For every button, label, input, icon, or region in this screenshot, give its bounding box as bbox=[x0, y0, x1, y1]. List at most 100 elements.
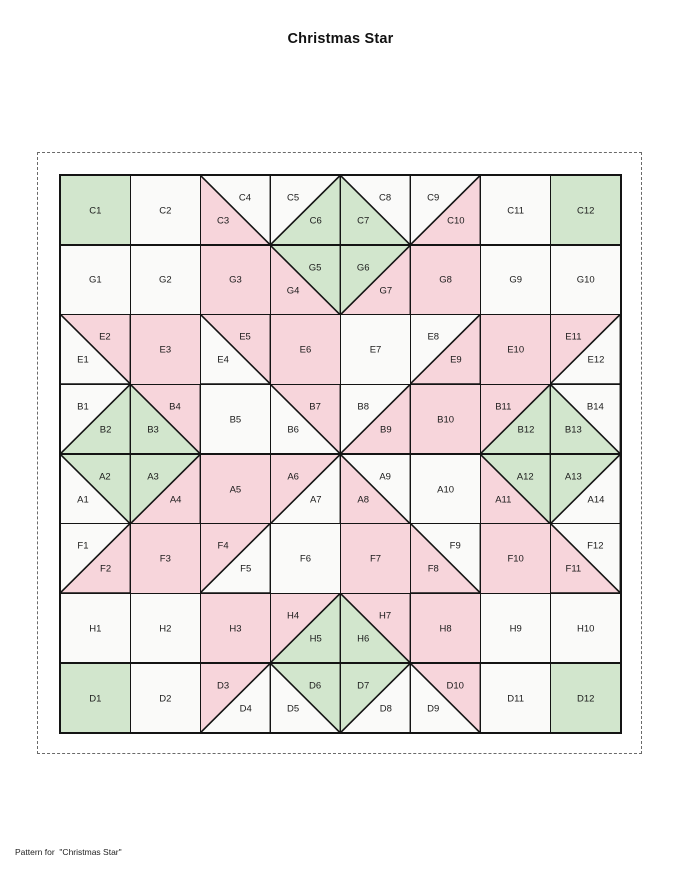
patch-label-H2: H2 bbox=[159, 623, 172, 635]
quilt-grid: C1 C2 C4 C3 C5 C6 C8 C7 C9 C10 C11 C12 G1 G2 G3 G5 G4 G6 G… bbox=[59, 174, 622, 734]
cell-A9-A8: A9 A8 bbox=[341, 454, 410, 523]
patch-label-E9: E9 bbox=[450, 354, 462, 366]
cell-F6: F6 bbox=[271, 524, 340, 593]
triangle-split-shape bbox=[341, 663, 410, 732]
cell-E3: E3 bbox=[131, 315, 200, 384]
cell-H4-H5: H4 H5 bbox=[271, 594, 340, 663]
patch-label-A4: A4 bbox=[169, 494, 182, 506]
patch-label-F6: F6 bbox=[299, 553, 312, 565]
triangle-split-shape bbox=[271, 245, 340, 314]
cell-A6-A7: A6 A7 bbox=[271, 454, 340, 523]
patch-label-A7: A7 bbox=[309, 494, 322, 506]
patch-label-D9: D9 bbox=[427, 703, 440, 715]
triangle-split-shape bbox=[411, 315, 480, 384]
patch-label-B11: B11 bbox=[495, 401, 512, 413]
triangle-split-shape bbox=[271, 594, 340, 663]
patch-label-E6: E6 bbox=[299, 344, 312, 356]
cell-C2: C2 bbox=[131, 176, 200, 245]
patch-label-E1: E1 bbox=[77, 354, 89, 366]
cell-B1-B2: B1 B2 bbox=[61, 385, 130, 454]
cell-G8: G8 bbox=[411, 245, 480, 314]
cell-A12-A11: A12 A11 bbox=[481, 454, 550, 523]
triangle-split-shape bbox=[61, 454, 130, 523]
cell-H1: H1 bbox=[61, 594, 130, 663]
patch-label-A10: A10 bbox=[437, 484, 455, 496]
patch-label-H6: H6 bbox=[357, 633, 370, 645]
patch-label-F7: F7 bbox=[369, 553, 382, 565]
triangle-split-shape bbox=[411, 176, 480, 245]
triangle-split-shape bbox=[411, 663, 480, 732]
patch-label-F4: F4 bbox=[217, 540, 229, 552]
cell-B4-B3: B4 B3 bbox=[131, 385, 200, 454]
patch-label-B9: B9 bbox=[380, 424, 392, 436]
patch-label-B10: B10 bbox=[437, 414, 455, 426]
patch-label-B3: B3 bbox=[147, 424, 159, 436]
cell-G1: G1 bbox=[61, 245, 130, 314]
patch-label-E2: E2 bbox=[99, 331, 111, 343]
patch-label-D1: D1 bbox=[89, 693, 102, 705]
cell-F7: F7 bbox=[341, 524, 410, 593]
cell-D12: D12 bbox=[551, 663, 620, 732]
cell-F1-F2: F1 F2 bbox=[61, 524, 130, 593]
cell-D7-D8: D7 D8 bbox=[341, 663, 410, 732]
patch-label-F10: F10 bbox=[507, 553, 524, 565]
cell-D10-D9: D10 D9 bbox=[411, 663, 480, 732]
cell-H10: H10 bbox=[551, 594, 620, 663]
triangle-split-shape bbox=[411, 524, 480, 593]
patch-label-A1: A1 bbox=[77, 494, 89, 506]
cell-D11: D11 bbox=[481, 663, 550, 732]
patch-label-F2: F2 bbox=[100, 563, 112, 575]
cell-A3-A4: A3 A4 bbox=[131, 454, 200, 523]
patch-label-B4: B4 bbox=[169, 401, 181, 413]
patch-label-E10: E10 bbox=[507, 344, 525, 356]
patch-label-C3: C3 bbox=[216, 215, 230, 227]
patch-label-E4: E4 bbox=[217, 354, 229, 366]
patch-label-D12: D12 bbox=[577, 693, 595, 705]
patch-label-C5: C5 bbox=[287, 192, 300, 204]
triangle-split-shape bbox=[481, 385, 550, 454]
patch-label-A13: A13 bbox=[564, 471, 582, 483]
patch-label-A11: A11 bbox=[495, 494, 512, 506]
cell-D2: D2 bbox=[131, 663, 200, 732]
patch-label-E12: E12 bbox=[587, 354, 605, 366]
cell-B7-B6: B7 B6 bbox=[271, 385, 340, 454]
cell-C11: C11 bbox=[481, 176, 550, 245]
triangle-split-shape bbox=[201, 663, 270, 732]
triangle-split-shape bbox=[271, 385, 340, 454]
cell-B10: B10 bbox=[411, 385, 480, 454]
patch-label-B5: B5 bbox=[229, 414, 242, 426]
triangle-split-shape bbox=[61, 315, 130, 384]
patch-label-G8: G8 bbox=[439, 274, 452, 286]
cell-A2-A1: A2 A1 bbox=[61, 454, 130, 523]
cell-A10: A10 bbox=[411, 454, 480, 523]
patch-label-C2: C2 bbox=[159, 205, 172, 217]
cell-H7-H6: H7 H6 bbox=[341, 594, 410, 663]
patch-label-F8: F8 bbox=[427, 563, 439, 575]
triangle-split-shape bbox=[61, 524, 130, 593]
triangle-split-shape bbox=[61, 385, 130, 454]
cell-G9: G9 bbox=[481, 245, 550, 314]
triangle-split-shape bbox=[271, 663, 340, 732]
patch-label-F3: F3 bbox=[159, 553, 171, 565]
cell-F3: F3 bbox=[131, 524, 200, 593]
patch-label-G4: G4 bbox=[286, 285, 300, 297]
cell-H3: H3 bbox=[201, 594, 270, 663]
patch-label-A14: A14 bbox=[587, 494, 605, 506]
patch-label-E11: E11 bbox=[565, 331, 582, 343]
triangle-split-shape bbox=[201, 315, 270, 384]
patch-label-D11: D11 bbox=[507, 693, 525, 705]
patch-label-C9: C9 bbox=[427, 192, 440, 204]
patch-label-H3: H3 bbox=[229, 623, 242, 635]
patch-label-H7: H7 bbox=[379, 610, 392, 622]
patch-label-H5: H5 bbox=[309, 633, 322, 645]
cell-E2-E1: E2 E1 bbox=[61, 315, 130, 384]
cell-B14-B13: B14 B13 bbox=[551, 385, 620, 454]
cell-B11-B12: B11 B12 bbox=[481, 385, 550, 454]
patch-label-C4: C4 bbox=[238, 192, 252, 204]
patch-label-D4: D4 bbox=[239, 703, 252, 715]
patch-label-E3: E3 bbox=[159, 344, 172, 356]
cell-A13-A14: A13 A14 bbox=[551, 454, 620, 523]
cell-C1: C1 bbox=[61, 176, 130, 245]
patch-label-C7: C7 bbox=[357, 215, 370, 227]
cell-E6: E6 bbox=[271, 315, 340, 384]
